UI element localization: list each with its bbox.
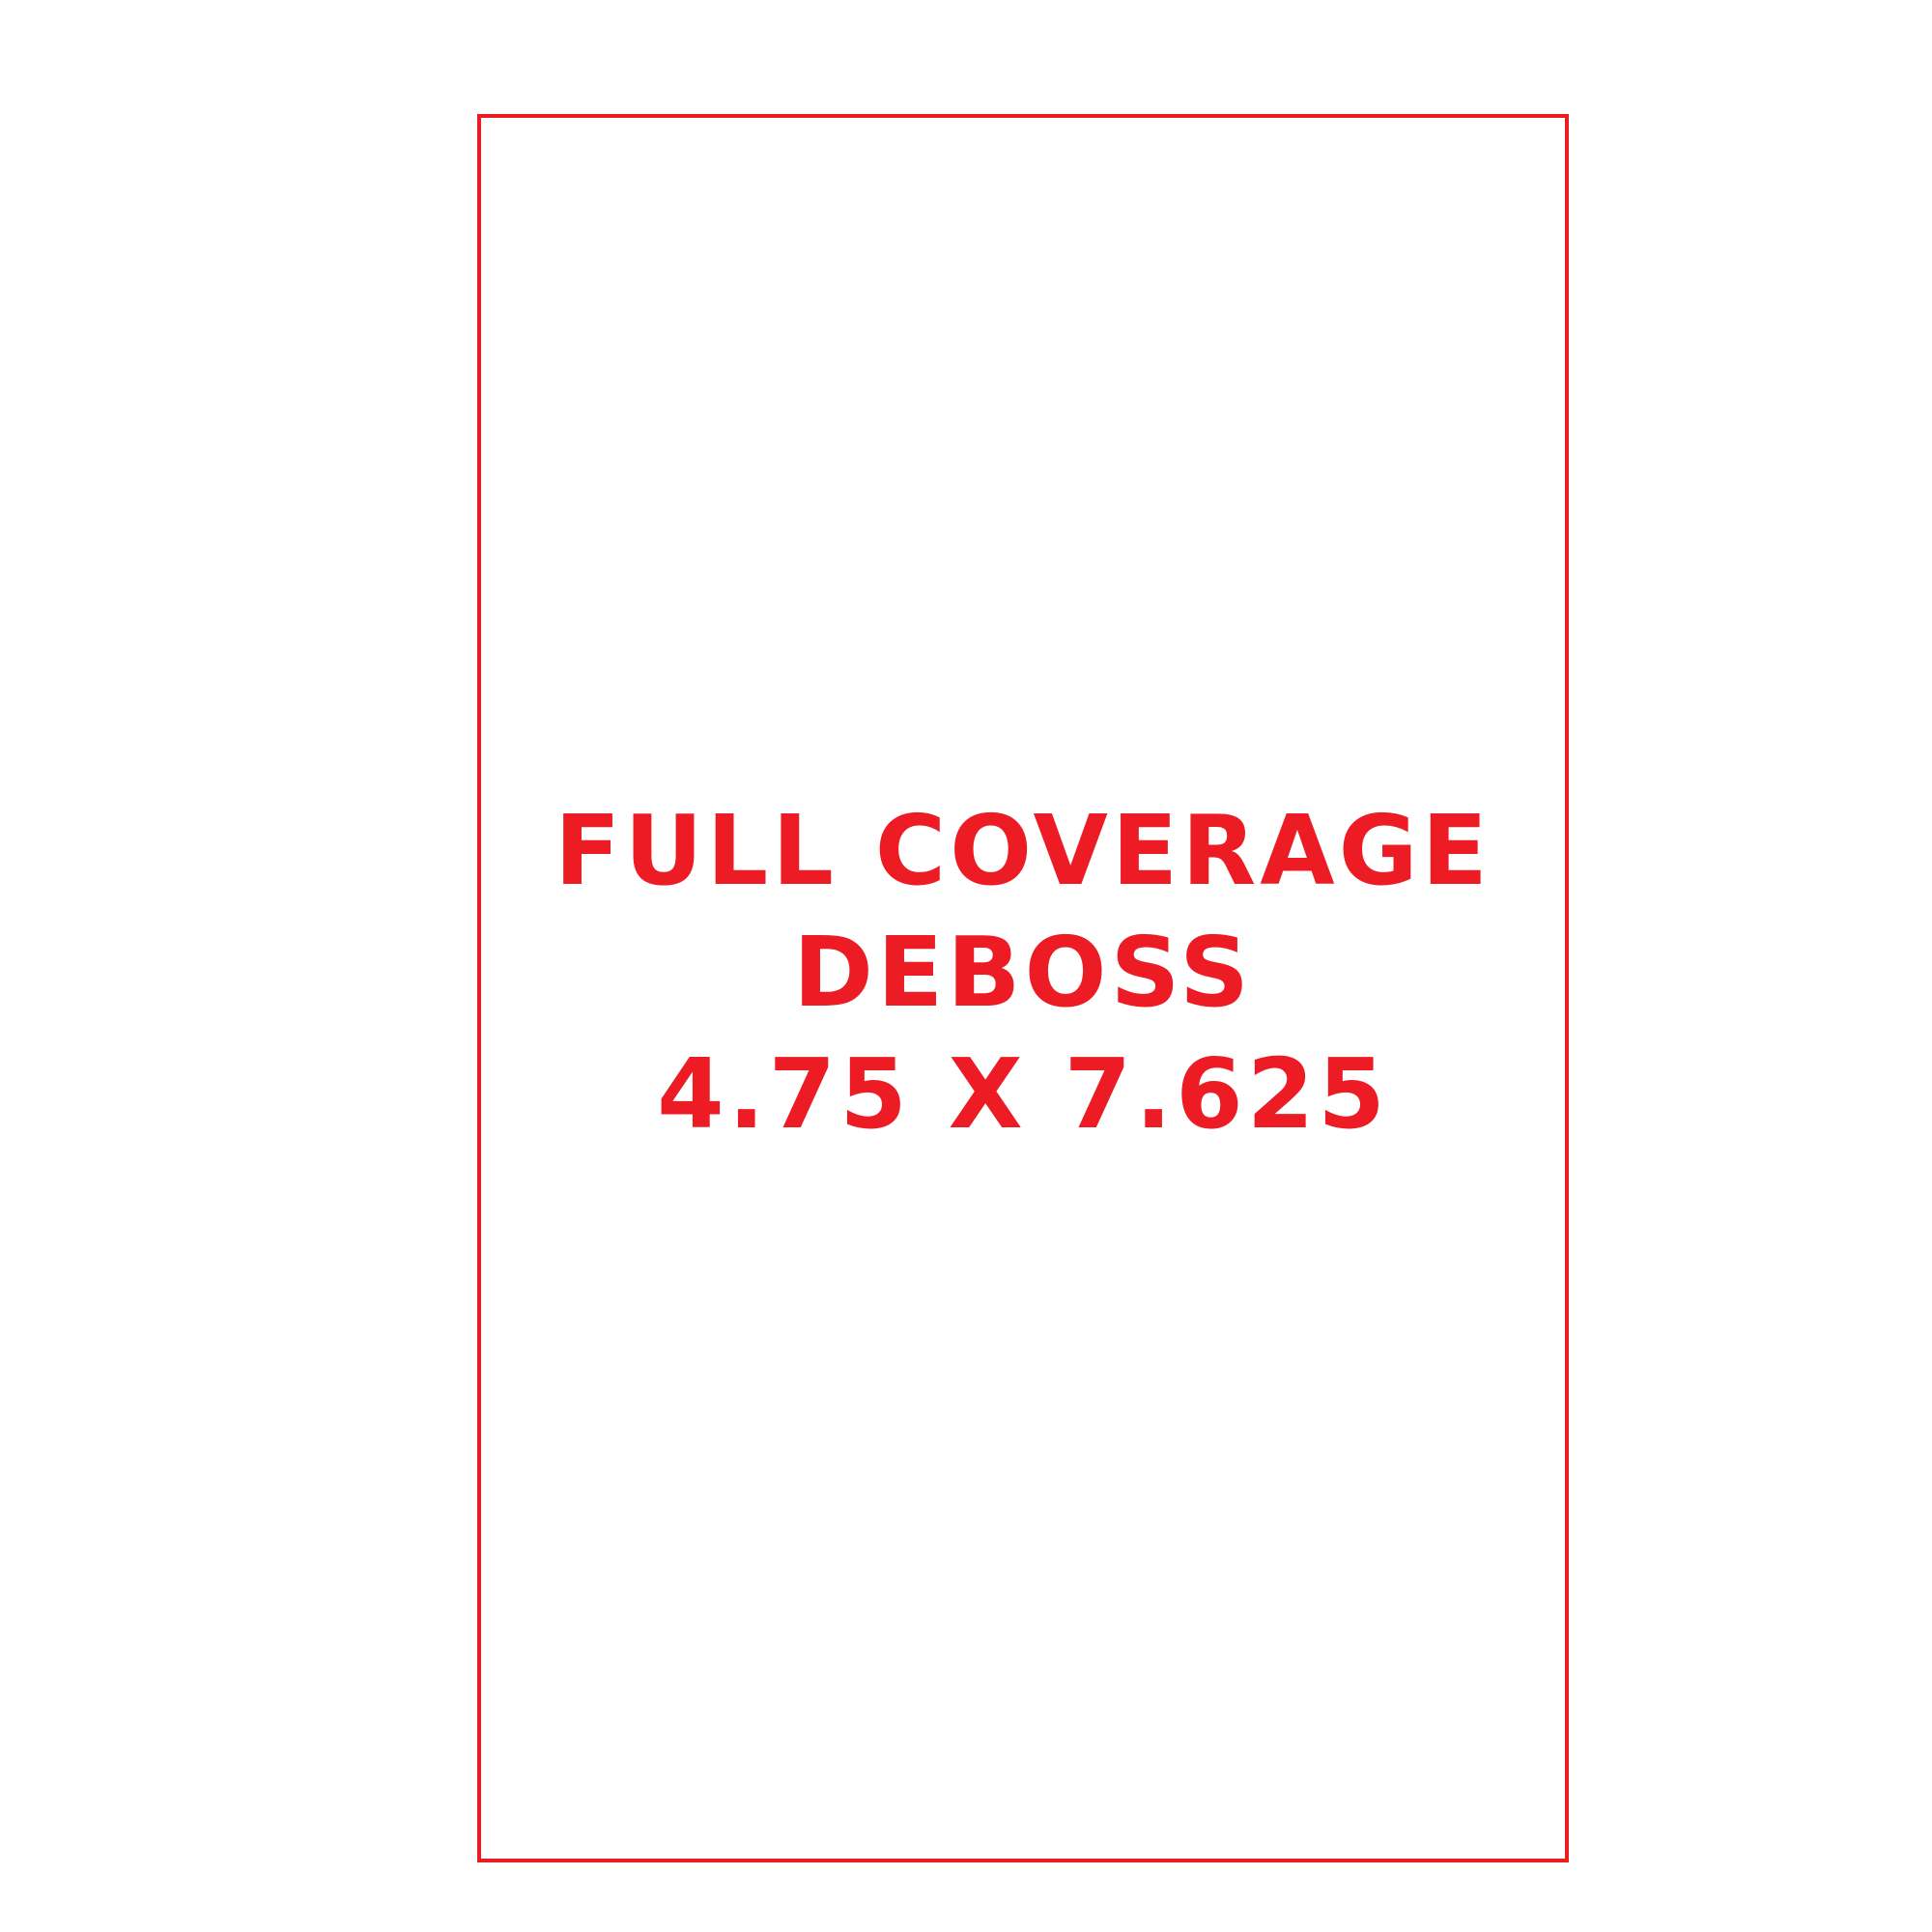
deboss-label: FULL COVERAGE DEBOSS 4.75 X 7.625 (477, 790, 1569, 1155)
deboss-area-outline (477, 114, 1569, 1862)
dimensions-text: 4.75 X 7.625 (657, 1037, 1389, 1151)
deboss-title: DEBOSS (792, 916, 1254, 1029)
coverage-title: FULL COVERAGE (554, 794, 1492, 907)
